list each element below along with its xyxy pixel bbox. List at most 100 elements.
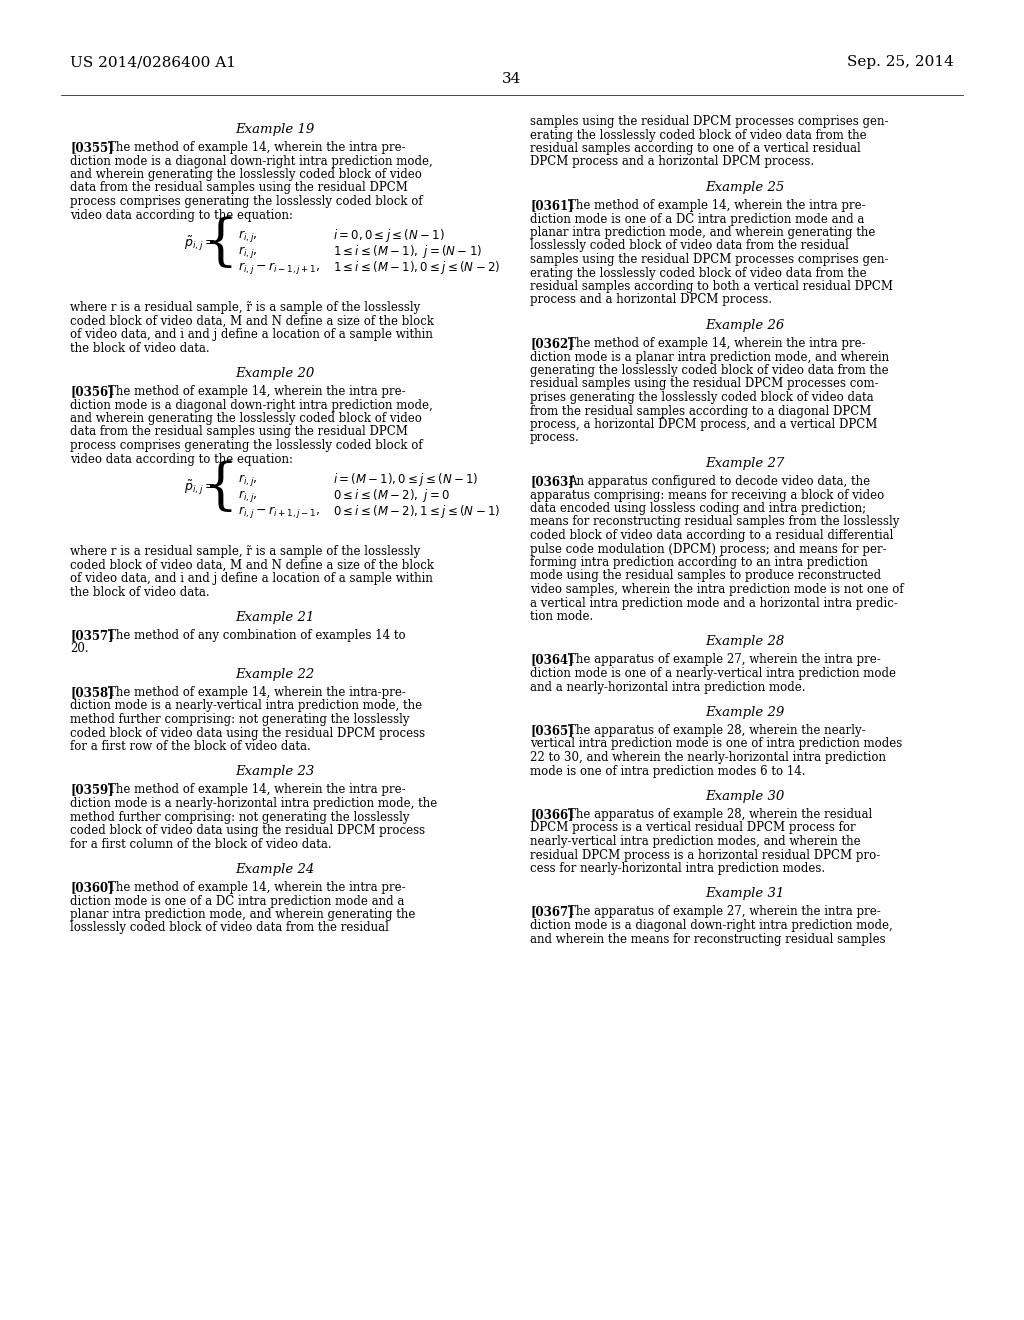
Text: Example 19: Example 19 xyxy=(236,123,314,136)
Text: residual samples using the residual DPCM processes com-: residual samples using the residual DPCM… xyxy=(530,378,879,391)
Text: [0364]: [0364] xyxy=(530,653,573,667)
Text: process comprises generating the losslessly coded block of: process comprises generating the lossles… xyxy=(70,195,423,209)
Text: [0358]: [0358] xyxy=(70,686,114,700)
Text: residual samples according to both a vertical residual DPCM: residual samples according to both a ver… xyxy=(530,280,893,293)
Text: [0362]: [0362] xyxy=(530,337,573,350)
Text: diction mode is a diagonal down-right intra prediction mode,: diction mode is a diagonal down-right in… xyxy=(70,154,433,168)
Text: $r_{i,j}-r_{i+1,j-1},$: $r_{i,j}-r_{i+1,j-1},$ xyxy=(238,504,321,520)
Text: losslessly coded block of video data from the residual: losslessly coded block of video data fro… xyxy=(530,239,849,252)
Text: [0359]: [0359] xyxy=(70,784,114,796)
Text: The method of example 14, wherein the intra-pre-: The method of example 14, wherein the in… xyxy=(108,686,406,700)
Text: residual DPCM process is a horizontal residual DPCM pro-: residual DPCM process is a horizontal re… xyxy=(530,849,881,862)
Text: {: { xyxy=(203,216,238,272)
Text: mode is one of intra prediction modes 6 to 14.: mode is one of intra prediction modes 6 … xyxy=(530,764,806,777)
Text: samples using the residual DPCM processes comprises gen-: samples using the residual DPCM processe… xyxy=(530,253,889,267)
Text: The method of any combination of examples 14 to: The method of any combination of example… xyxy=(108,630,406,642)
Text: Example 24: Example 24 xyxy=(236,863,314,876)
Text: and wherein generating the losslessly coded block of video: and wherein generating the losslessly co… xyxy=(70,412,422,425)
Text: and wherein the means for reconstructing residual samples: and wherein the means for reconstructing… xyxy=(530,932,886,945)
Text: of video data, and i and j define a location of a sample within: of video data, and i and j define a loca… xyxy=(70,327,433,341)
Text: $r_{i,j},$: $r_{i,j},$ xyxy=(238,228,258,244)
Text: data from the residual samples using the residual DPCM: data from the residual samples using the… xyxy=(70,425,408,438)
Text: coded block of video data, M and N define a size of the block: coded block of video data, M and N defin… xyxy=(70,558,434,572)
Text: planar intra prediction mode, and wherein generating the: planar intra prediction mode, and wherei… xyxy=(70,908,416,921)
Text: 20.: 20. xyxy=(70,643,89,656)
Text: The apparatus of example 27, wherein the intra pre-: The apparatus of example 27, wherein the… xyxy=(568,653,881,667)
Text: for a first row of the block of video data.: for a first row of the block of video da… xyxy=(70,741,310,752)
Text: Example 28: Example 28 xyxy=(706,635,784,648)
Text: $0 \leq i \leq (M-2), 1 \leq j \leq (N-1)$: $0 \leq i \leq (M-2), 1 \leq j \leq (N-1… xyxy=(333,503,501,520)
Text: planar intra prediction mode, and wherein generating the: planar intra prediction mode, and wherei… xyxy=(530,226,876,239)
Text: Example 31: Example 31 xyxy=(706,887,784,900)
Text: data encoded using lossless coding and intra prediction;: data encoded using lossless coding and i… xyxy=(530,502,866,515)
Text: samples using the residual DPCM processes comprises gen-: samples using the residual DPCM processe… xyxy=(530,115,889,128)
Text: $r_{i,j},$: $r_{i,j},$ xyxy=(238,244,258,260)
Text: data from the residual samples using the residual DPCM: data from the residual samples using the… xyxy=(70,181,408,194)
Text: [0361]: [0361] xyxy=(530,199,573,213)
Text: $1 \leq i \leq (M-1), 0 \leq j \leq (N-2)$: $1 \leq i \leq (M-1), 0 \leq j \leq (N-2… xyxy=(333,260,501,276)
Text: The method of example 14, wherein the intra pre-: The method of example 14, wherein the in… xyxy=(108,784,406,796)
Text: [0366]: [0366] xyxy=(530,808,573,821)
Text: video data according to the equation:: video data according to the equation: xyxy=(70,453,293,466)
Text: Example 22: Example 22 xyxy=(236,668,314,681)
Text: Example 29: Example 29 xyxy=(706,706,784,719)
Text: The apparatus of example 27, wherein the intra pre-: The apparatus of example 27, wherein the… xyxy=(568,906,881,919)
Text: coded block of video data, M and N define a size of the block: coded block of video data, M and N defin… xyxy=(70,314,434,327)
Text: $0 \leq i \leq (M-2),\ j=0$: $0 \leq i \leq (M-2),\ j=0$ xyxy=(333,487,450,504)
Text: video data according to the equation:: video data according to the equation: xyxy=(70,209,293,222)
Text: $1 \leq i \leq (M-1),\ j=(N-1)$: $1 \leq i \leq (M-1),\ j=(N-1)$ xyxy=(333,243,482,260)
Text: process.: process. xyxy=(530,432,580,445)
Text: forming intra prediction according to an intra prediction: forming intra prediction according to an… xyxy=(530,556,868,569)
Text: video samples, wherein the intra prediction mode is not one of: video samples, wherein the intra predict… xyxy=(530,583,903,597)
Text: diction mode is one of a DC intra prediction mode and a: diction mode is one of a DC intra predic… xyxy=(70,895,404,908)
Text: coded block of video data using the residual DPCM process: coded block of video data using the resi… xyxy=(70,726,425,739)
Text: diction mode is a diagonal down-right intra prediction mode,: diction mode is a diagonal down-right in… xyxy=(530,919,893,932)
Text: The apparatus of example 28, wherein the residual: The apparatus of example 28, wherein the… xyxy=(568,808,872,821)
Text: [0356]: [0356] xyxy=(70,385,114,399)
Text: for a first column of the block of video data.: for a first column of the block of video… xyxy=(70,837,332,850)
Text: process and a horizontal DPCM process.: process and a horizontal DPCM process. xyxy=(530,293,772,306)
Text: method further comprising: not generating the losslessly: method further comprising: not generatin… xyxy=(70,810,410,824)
Text: $r_{i,j}-r_{i-1,j+1},$: $r_{i,j}-r_{i-1,j+1},$ xyxy=(238,260,321,276)
Text: diction mode is one of a nearly-vertical intra prediction mode: diction mode is one of a nearly-vertical… xyxy=(530,667,896,680)
Text: Sep. 25, 2014: Sep. 25, 2014 xyxy=(847,55,954,69)
Text: 22 to 30, and wherein the nearly-horizontal intra prediction: 22 to 30, and wherein the nearly-horizon… xyxy=(530,751,886,764)
Text: The method of example 14, wherein the intra pre-: The method of example 14, wherein the in… xyxy=(568,199,865,213)
Text: coded block of video data using the residual DPCM process: coded block of video data using the resi… xyxy=(70,824,425,837)
Text: Example 27: Example 27 xyxy=(706,457,784,470)
Text: diction mode is a nearly-horizontal intra prediction mode, the: diction mode is a nearly-horizontal intr… xyxy=(70,797,437,810)
Text: tion mode.: tion mode. xyxy=(530,610,593,623)
Text: where r is a residual sample, r̃ is a sample of the losslessly: where r is a residual sample, r̃ is a sa… xyxy=(70,545,420,558)
Text: [0360]: [0360] xyxy=(70,880,114,894)
Text: vertical intra prediction mode is one of intra prediction modes: vertical intra prediction mode is one of… xyxy=(530,738,902,751)
Text: [0355]: [0355] xyxy=(70,141,114,154)
Text: prises generating the losslessly coded block of video data: prises generating the losslessly coded b… xyxy=(530,391,873,404)
Text: The method of example 14, wherein the intra pre-: The method of example 14, wherein the in… xyxy=(568,337,865,350)
Text: erating the losslessly coded block of video data from the: erating the losslessly coded block of vi… xyxy=(530,267,866,280)
Text: nearly-vertical intra prediction modes, and wherein the: nearly-vertical intra prediction modes, … xyxy=(530,836,860,847)
Text: apparatus comprising: means for receiving a block of video: apparatus comprising: means for receivin… xyxy=(530,488,885,502)
Text: diction mode is a planar intra prediction mode, and wherein: diction mode is a planar intra predictio… xyxy=(530,351,889,363)
Text: 34: 34 xyxy=(503,73,521,86)
Text: erating the losslessly coded block of video data from the: erating the losslessly coded block of vi… xyxy=(530,128,866,141)
Text: diction mode is a nearly-vertical intra prediction mode, the: diction mode is a nearly-vertical intra … xyxy=(70,700,422,713)
Text: a vertical intra prediction mode and a horizontal intra predic-: a vertical intra prediction mode and a h… xyxy=(530,597,898,610)
Text: from the residual samples according to a diagonal DPCM: from the residual samples according to a… xyxy=(530,404,871,417)
Text: $r_{i,j},$: $r_{i,j},$ xyxy=(238,488,258,504)
Text: losslessly coded block of video data from the residual: losslessly coded block of video data fro… xyxy=(70,921,389,935)
Text: [0367]: [0367] xyxy=(530,906,573,919)
Text: The method of example 14, wherein the intra pre-: The method of example 14, wherein the in… xyxy=(108,141,406,154)
Text: DPCM process is a vertical residual DPCM process for: DPCM process is a vertical residual DPCM… xyxy=(530,821,856,834)
Text: The method of example 14, wherein the intra pre-: The method of example 14, wherein the in… xyxy=(108,385,406,399)
Text: method further comprising: not generating the losslessly: method further comprising: not generatin… xyxy=(70,713,410,726)
Text: Example 23: Example 23 xyxy=(236,766,314,779)
Text: $r_{i,j},$: $r_{i,j},$ xyxy=(238,473,258,488)
Text: The method of example 14, wherein the intra pre-: The method of example 14, wherein the in… xyxy=(108,880,406,894)
Text: the block of video data.: the block of video data. xyxy=(70,586,210,598)
Text: means for reconstructing residual samples from the losslessly: means for reconstructing residual sample… xyxy=(530,516,899,528)
Text: Example 21: Example 21 xyxy=(236,611,314,624)
Text: and a nearly-horizontal intra prediction mode.: and a nearly-horizontal intra prediction… xyxy=(530,681,806,693)
Text: residual samples according to one of a vertical residual: residual samples according to one of a v… xyxy=(530,143,861,154)
Text: Example 25: Example 25 xyxy=(706,181,784,194)
Text: diction mode is a diagonal down-right intra prediction mode,: diction mode is a diagonal down-right in… xyxy=(70,399,433,412)
